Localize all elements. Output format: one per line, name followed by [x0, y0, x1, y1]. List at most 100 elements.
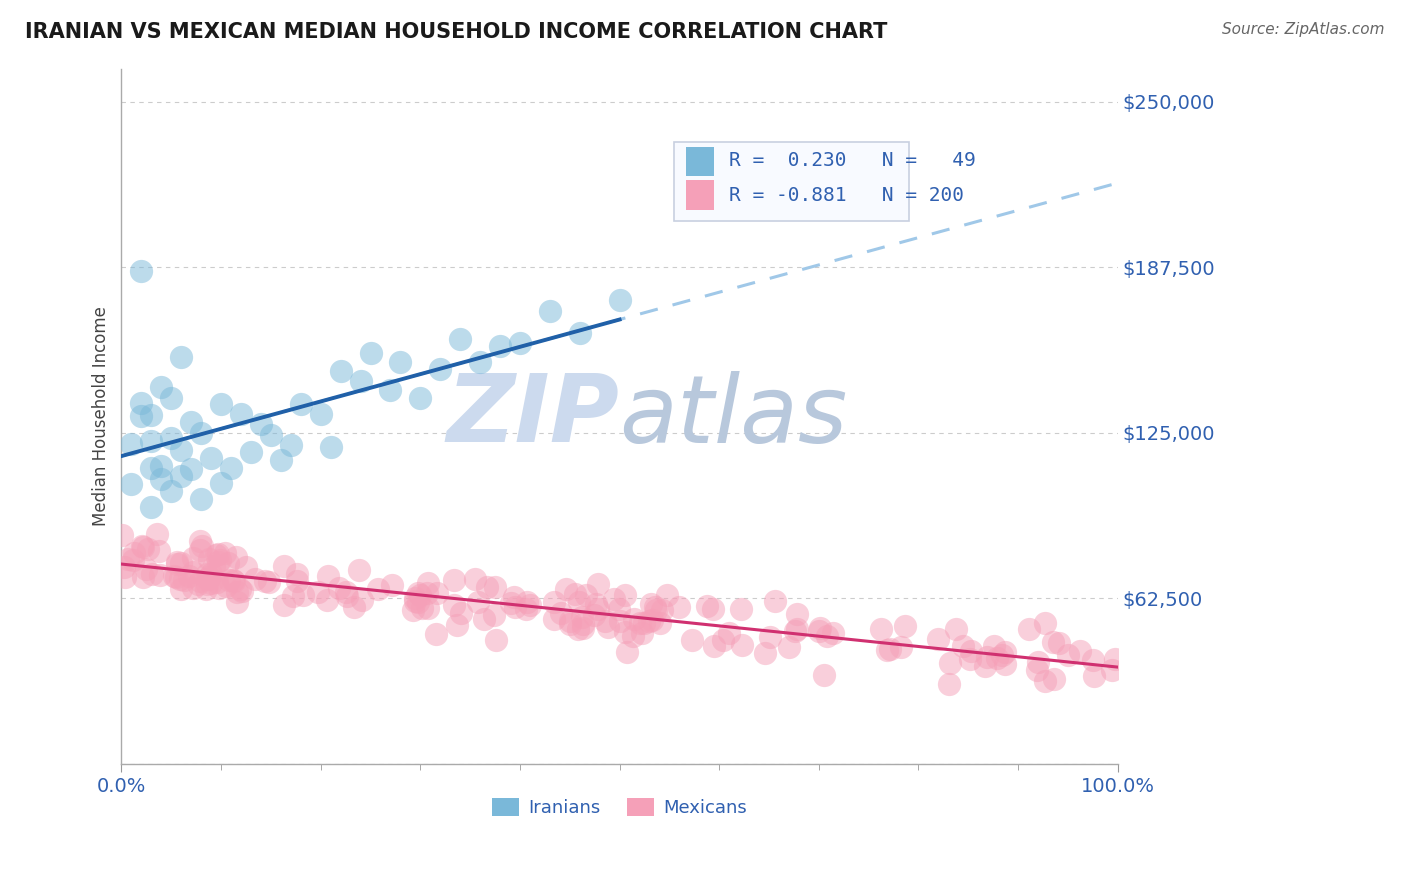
Point: [225, 585, 247, 599]
Point: [253, 574, 276, 589]
Point: [181, 565, 204, 579]
Point: [1018, 622, 1040, 636]
Point: [813, 668, 835, 682]
Point: [778, 640, 800, 654]
Point: [1083, 669, 1105, 683]
Point: [558, 617, 581, 632]
Point: [807, 624, 830, 639]
Point: [650, 616, 672, 631]
Point: [879, 642, 901, 657]
Point: [141, 567, 163, 582]
Point: [449, 332, 471, 346]
Text: IRANIAN VS MEXICAN MEDIAN HOUSEHOLD INCOME CORRELATION CHART: IRANIAN VS MEXICAN MEDIAN HOUSEHOLD INCO…: [25, 22, 887, 42]
Point: [515, 602, 537, 616]
Point: [195, 567, 218, 582]
Point: [169, 573, 191, 587]
Point: [250, 417, 273, 431]
Point: [200, 566, 222, 581]
Point: [336, 589, 359, 603]
Point: [170, 469, 193, 483]
Point: [567, 622, 589, 636]
Point: [411, 600, 433, 615]
Point: [609, 293, 631, 308]
Point: [1035, 674, 1057, 689]
Point: [475, 580, 498, 594]
Point: [485, 632, 508, 647]
Point: [202, 558, 225, 573]
Point: [815, 629, 838, 643]
Text: Source: ZipAtlas.com: Source: ZipAtlas.com: [1222, 22, 1385, 37]
Point: [221, 573, 243, 587]
Text: ZIP: ZIP: [447, 370, 620, 462]
Point: [945, 622, 967, 636]
Point: [160, 392, 183, 406]
Point: [416, 585, 439, 599]
Point: [468, 355, 491, 369]
Point: [207, 547, 229, 561]
Point: [509, 335, 531, 350]
Point: [122, 546, 145, 560]
Point: [593, 614, 616, 628]
Point: [197, 551, 219, 566]
Point: [1026, 655, 1049, 669]
Point: [218, 573, 240, 587]
Point: [696, 599, 718, 614]
Point: [150, 379, 173, 393]
Point: [418, 576, 440, 591]
Point: [215, 579, 238, 593]
Point: [702, 602, 724, 616]
Point: [426, 585, 449, 599]
Point: [571, 610, 593, 624]
Point: [616, 644, 638, 658]
Point: [197, 572, 219, 586]
Point: [188, 533, 211, 548]
Point: [131, 409, 153, 424]
Point: [318, 568, 340, 582]
Point: [141, 460, 163, 475]
Point: [225, 549, 247, 564]
Point: [1035, 615, 1057, 630]
Point: [114, 570, 136, 584]
Point: [974, 659, 997, 673]
Point: [808, 621, 831, 635]
Point: [631, 626, 654, 640]
Point: [558, 614, 581, 628]
Point: [596, 620, 619, 634]
Point: [280, 438, 302, 452]
Point: [217, 557, 239, 571]
Point: [402, 603, 425, 617]
Point: [571, 621, 593, 635]
Point: [785, 624, 807, 639]
Point: [273, 598, 295, 612]
Point: [352, 593, 374, 607]
Point: [572, 617, 595, 632]
Point: [763, 594, 786, 608]
Point: [170, 582, 193, 597]
Point: [959, 652, 981, 666]
Point: [681, 633, 703, 648]
Point: [464, 572, 486, 586]
Point: [1047, 636, 1070, 650]
Point: [166, 555, 188, 569]
Point: [717, 625, 740, 640]
Point: [406, 586, 429, 600]
Point: [231, 584, 253, 599]
Point: [418, 601, 440, 615]
Point: [111, 527, 134, 541]
Point: [443, 573, 465, 587]
Point: [120, 437, 142, 451]
Point: [170, 442, 193, 457]
Point: [243, 572, 266, 586]
Point: [207, 555, 229, 569]
Point: [360, 346, 382, 360]
Point: [191, 539, 214, 553]
Point: [482, 607, 505, 622]
Point: [381, 577, 404, 591]
Point: [703, 639, 725, 653]
Point: [335, 584, 357, 599]
Point: [621, 629, 644, 643]
Point: [146, 527, 169, 541]
Point: [195, 577, 218, 591]
Point: [484, 580, 506, 594]
Point: [135, 562, 157, 576]
